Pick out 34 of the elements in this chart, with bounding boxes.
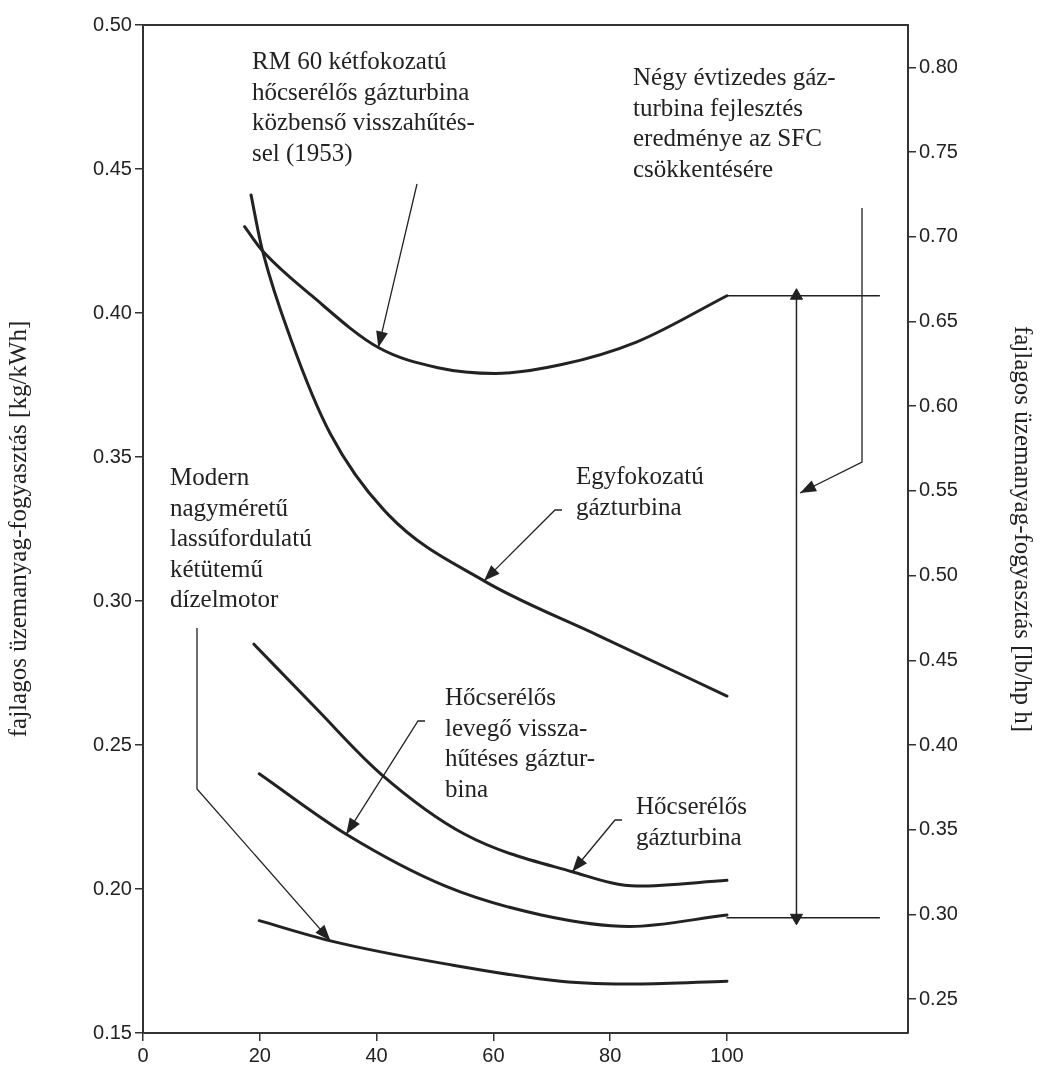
y2-tick-label: 0.25: [919, 986, 958, 1009]
y2-tick-label: 0.75: [919, 139, 958, 162]
y-tick-label: 0.50: [93, 12, 132, 35]
y2-tick-label: 0.35: [919, 817, 958, 840]
y2-tick-label: 0.30: [919, 901, 958, 924]
annotation: RM 60 kétfokozatú hőcserélős gázturbina közbenső visszahűtés- sel (1953): [252, 47, 475, 167]
y2-tick-label: 0.50: [919, 563, 958, 586]
annotation: Hőcserélős gázturbina: [636, 792, 748, 850]
y2-tick-label: 0.40: [919, 732, 958, 755]
x-tick-label: 40: [365, 1043, 388, 1066]
x-tick-label: 60: [482, 1043, 505, 1066]
annotation: Négy évtizedes gáz- turbina fejlesztés eredménye az SFC csökkentésére: [633, 63, 836, 182]
y-tick-label: 0.30: [93, 588, 132, 611]
y2-tick-label: 0.65: [919, 308, 958, 331]
y2-tick-label: 0.70: [919, 224, 958, 247]
annotation: Hőcserélős levegő vissza- hűtéses gáztur- bina: [445, 683, 596, 802]
x-tick-label: 100: [710, 1043, 744, 1066]
y-tick-label: 0.20: [93, 876, 132, 899]
y-tick-label: 0.35: [93, 444, 132, 467]
x-tick-label: 0: [137, 1043, 149, 1066]
y-tick-label: 0.25: [93, 732, 132, 755]
y-tick-label: 0.45: [93, 156, 132, 179]
y2-axis-title: fajlagos üzemanyag-fogyasztás [lb/hp h]: [1010, 325, 1038, 733]
y-axis-title: fajlagos üzemanyag-fogyasztás [kg/kWh]: [3, 320, 31, 738]
y2-tick-label: 0.80: [919, 54, 958, 77]
x-tick-label: 20: [248, 1043, 271, 1066]
y2-tick-label: 0.55: [919, 478, 958, 501]
x-tick-label: 80: [599, 1043, 622, 1066]
y2-tick-label: 0.60: [919, 393, 958, 416]
annotation: Modern nagyméretű lassúfordulatú kétütemű dízelmotor: [170, 463, 313, 613]
y-tick-label: 0.15: [93, 1020, 132, 1043]
y2-tick-label: 0.45: [919, 647, 958, 670]
y-tick-label: 0.40: [93, 300, 132, 323]
annotation: Egyfokozatú gázturbina: [576, 462, 705, 520]
